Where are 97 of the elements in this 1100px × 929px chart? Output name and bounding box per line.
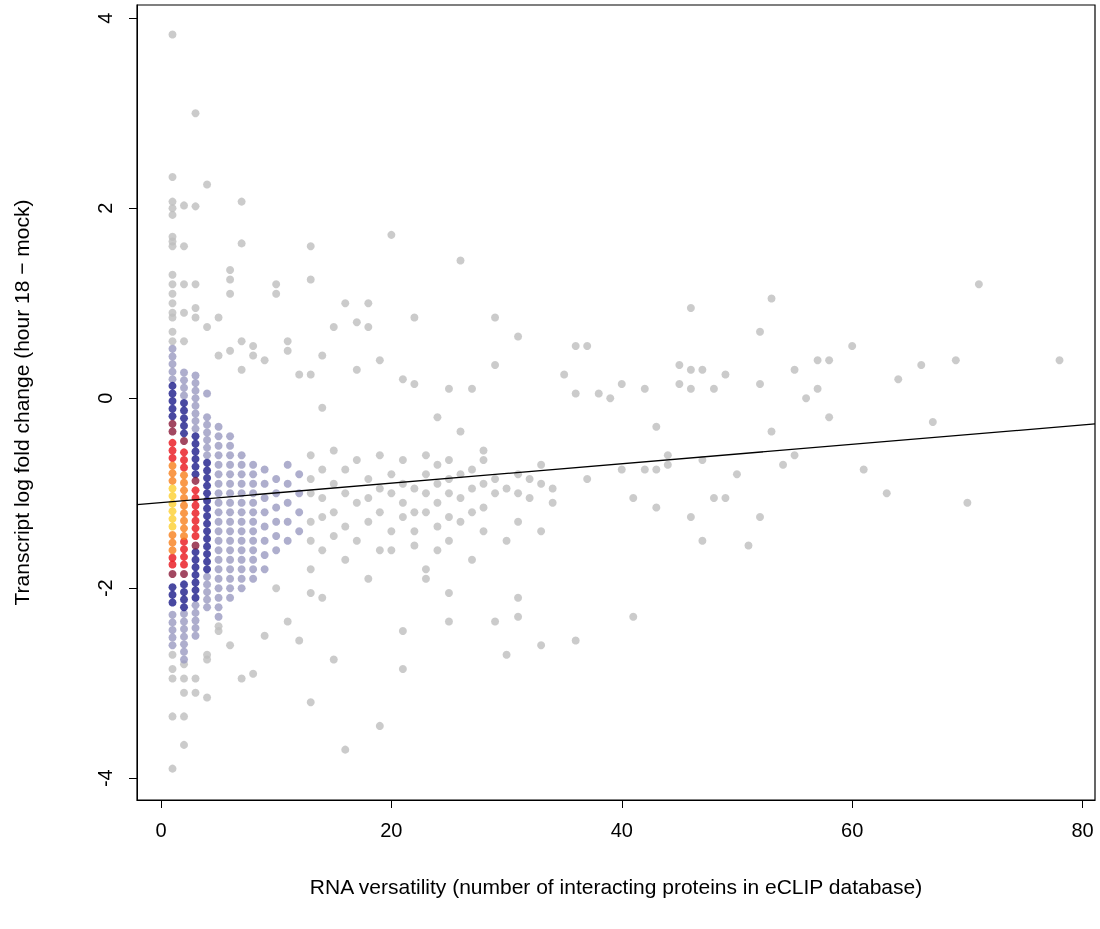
point: [180, 560, 188, 569]
point: [203, 458, 212, 467]
point: [168, 412, 177, 421]
point: [168, 469, 177, 478]
point: [180, 421, 188, 430]
point: [203, 565, 212, 574]
y-tick-label: 0: [94, 392, 116, 404]
point: [191, 501, 200, 510]
point: [168, 553, 177, 562]
x-axis-title: RNA versatility (number of interacting proteins in eCLIP database): [309, 875, 923, 898]
point: [168, 569, 177, 578]
point: [191, 439, 200, 448]
point: [180, 509, 188, 518]
y-tick-label: 2: [94, 202, 116, 214]
point: [168, 438, 177, 447]
point: [203, 527, 212, 536]
point: [191, 555, 200, 564]
point: [203, 534, 212, 543]
point: [191, 524, 200, 533]
point: [180, 414, 188, 423]
y-axis-title: Transcript log fold change (hour 18 − mock): [10, 199, 33, 606]
point: [180, 552, 188, 561]
point: [180, 429, 188, 438]
point: [168, 381, 177, 390]
point: [168, 514, 177, 523]
point: [180, 463, 188, 472]
point: [168, 492, 177, 501]
point: [180, 545, 188, 554]
point: [203, 504, 212, 513]
point: [191, 509, 200, 518]
x-tick-label: 60: [841, 819, 864, 841]
point: [168, 590, 177, 599]
point: [191, 531, 200, 540]
y-tick-label: 4: [94, 12, 116, 24]
y-tick-label: -2: [94, 579, 116, 598]
point: [203, 474, 212, 483]
point: [191, 570, 200, 579]
point: [203, 512, 212, 520]
point: [203, 519, 212, 528]
point: [191, 486, 200, 495]
point: [168, 522, 177, 531]
point: [168, 419, 177, 428]
point: [168, 461, 177, 470]
point: [191, 563, 200, 572]
point: [191, 462, 200, 471]
y-tick-label: -4: [94, 769, 116, 788]
point: [191, 516, 200, 525]
point: [180, 501, 188, 510]
point: [168, 446, 177, 455]
point: [203, 557, 212, 566]
point: [168, 454, 177, 463]
x-tick-label: 20: [380, 819, 403, 841]
point: [203, 550, 212, 558]
point: [203, 542, 212, 551]
point: [168, 538, 177, 547]
point: [180, 580, 188, 589]
point: [203, 481, 212, 490]
point: [180, 531, 188, 540]
point: [180, 455, 188, 464]
point: [191, 593, 200, 602]
point: [180, 486, 188, 495]
point: [180, 569, 188, 578]
x-tick-label: 0: [155, 819, 167, 841]
point: [180, 406, 188, 415]
point: [180, 603, 188, 612]
x-tick-label: 80: [1071, 819, 1094, 841]
point: [191, 541, 200, 550]
point: [180, 524, 188, 533]
point: [168, 531, 177, 539]
point: [180, 595, 188, 604]
point: [168, 484, 177, 493]
point: [180, 448, 188, 457]
point: [180, 516, 188, 525]
point: [168, 546, 177, 555]
point: [180, 587, 188, 596]
point: [180, 471, 188, 480]
point: [191, 586, 200, 595]
point: [180, 436, 188, 445]
point: [191, 447, 200, 456]
point: [203, 466, 212, 475]
point: [191, 476, 200, 485]
point: [191, 455, 200, 464]
point: [168, 507, 177, 516]
point: [168, 427, 177, 436]
point: [191, 432, 200, 441]
point: [203, 489, 212, 498]
x-tick-label: 40: [610, 819, 633, 841]
point: [168, 476, 177, 485]
point: [168, 598, 177, 607]
point: [180, 398, 188, 407]
point: [191, 548, 200, 557]
point: [168, 404, 177, 413]
point: [191, 578, 200, 587]
point: [180, 478, 188, 487]
point: [168, 389, 177, 398]
point: [168, 397, 177, 406]
point: [168, 583, 177, 592]
